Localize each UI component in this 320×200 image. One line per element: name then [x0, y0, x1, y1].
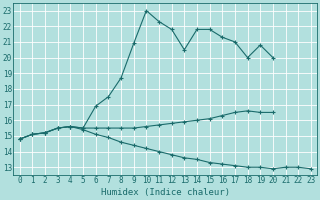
X-axis label: Humidex (Indice chaleur): Humidex (Indice chaleur) — [101, 188, 230, 197]
